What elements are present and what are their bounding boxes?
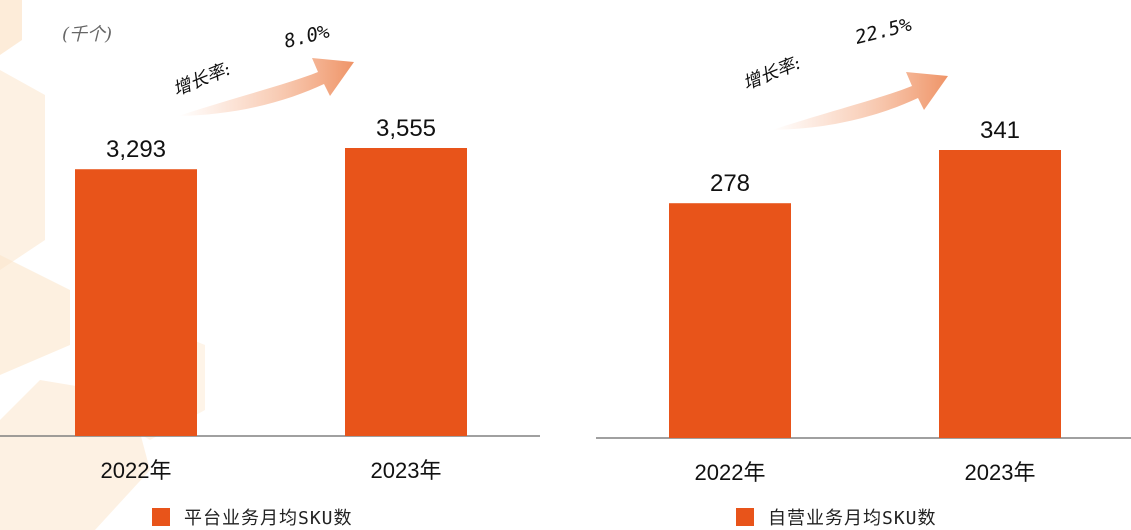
data-label: 341: [980, 117, 1020, 144]
legend-self-operated: 自营业务月均SKU数: [736, 504, 937, 530]
legend-swatch-platform: [152, 508, 170, 526]
chart-platform-sku: 3,293 2022年 3,555 2023年: [0, 115, 540, 483]
x-tick-label: 2023年: [965, 460, 1036, 485]
growth-value-right: 22.5%: [853, 14, 914, 49]
bg-shape-upper-hex: [0, 70, 45, 270]
data-label: 3,293: [106, 136, 166, 163]
data-label: 278: [710, 170, 750, 197]
unit-label: (千个): [62, 24, 113, 45]
bg-shape-mid-hex: [0, 255, 70, 375]
x-tick-label: 2023年: [371, 458, 442, 483]
legend-swatch-self-operated: [736, 508, 754, 526]
legend-label-platform: 平台业务月均SKU数: [184, 508, 353, 529]
growth-arrow-right: [772, 72, 948, 130]
x-tick-label: 2022年: [101, 458, 172, 483]
data-label: 3,555: [376, 115, 436, 142]
legend-platform: 平台业务月均SKU数: [152, 504, 353, 530]
chart-self-operated-sku: 278 2022年 341 2023年: [596, 117, 1131, 485]
bar-2022年: [669, 203, 791, 438]
growth-value-left: 8.0%: [282, 20, 332, 53]
bar-2023年: [345, 148, 467, 436]
growth-arrow-left: [178, 58, 354, 116]
growth-label-right: 增长率:: [740, 53, 804, 95]
growth-label-left: 增长率:: [170, 59, 234, 101]
legend-label-self-operated: 自营业务月均SKU数: [768, 508, 937, 529]
x-tick-label: 2022年: [695, 460, 766, 485]
bar-2023年: [939, 150, 1061, 438]
bg-shape-top-strip: [0, 0, 22, 55]
bar-2022年: [75, 169, 197, 436]
